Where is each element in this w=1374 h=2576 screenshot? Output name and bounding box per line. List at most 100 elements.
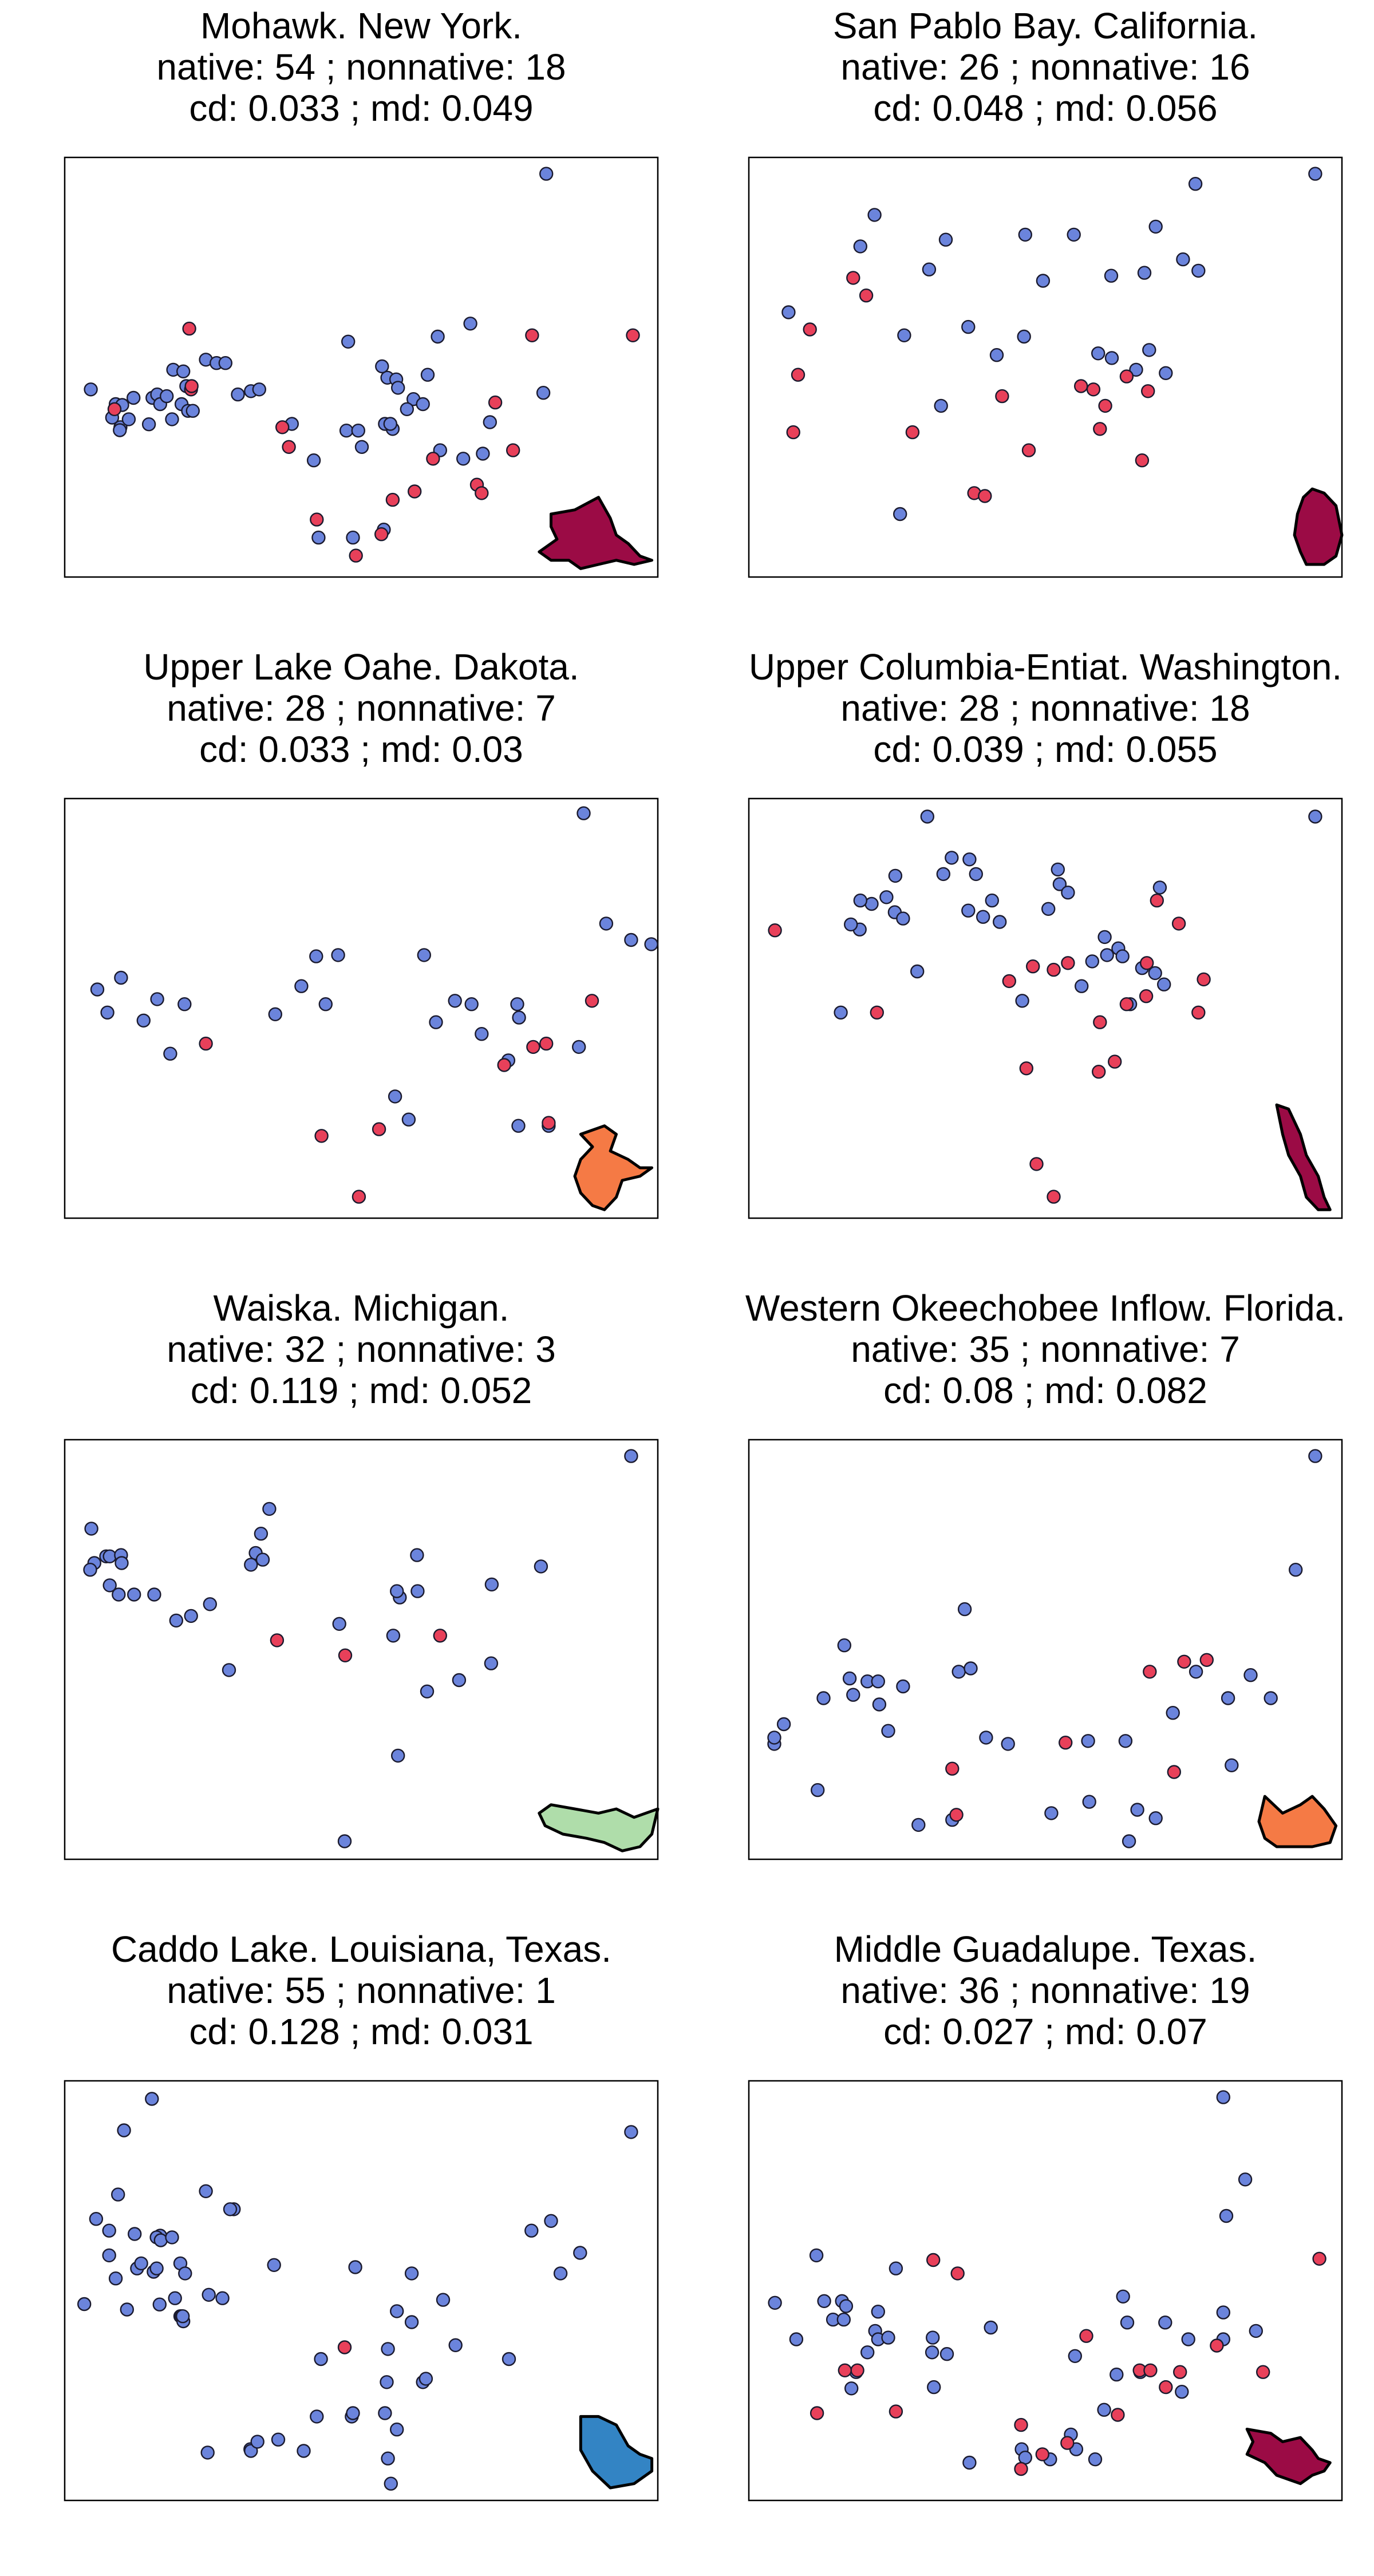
subplot-title: Caddo Lake. Louisiana, Texas.native: 55 … [111,1929,611,2052]
native-point [817,2294,831,2309]
native-point [624,933,638,947]
native-point [853,239,868,254]
native-point [404,2266,419,2281]
title-line-3: cd: 0.128 ; md: 0.031 [189,2011,533,2052]
nonnative-point [270,1633,285,1647]
nonnative-point [310,512,324,527]
native-point [121,412,136,426]
native-point [624,1449,638,1463]
native-point [117,2123,131,2138]
native-point [1129,362,1143,377]
native-point [231,387,245,402]
native-point [925,2345,939,2360]
nonnative-point [889,2404,903,2419]
native-point [1091,346,1105,361]
native-point [351,424,365,438]
subplot-title: San Pablo Bay. California.native: 26 ; n… [833,5,1258,129]
title-line-3: cd: 0.033 ; md: 0.049 [189,88,533,129]
native-point [809,2248,824,2263]
native-point [178,2266,192,2281]
native-point [922,262,937,276]
nonnative-point [1047,962,1061,977]
title-line-3: cd: 0.119 ; md: 0.052 [191,1370,532,1411]
native-point [1067,227,1081,242]
native-point [168,2291,182,2305]
native-point [390,2304,404,2318]
native-point [1017,329,1031,344]
native-point [378,2406,392,2420]
native-point [401,1112,416,1127]
native-point [390,2422,404,2437]
native-point [510,997,524,1012]
native-point [1018,227,1033,242]
native-point [420,1684,435,1699]
nonnative-point [1086,382,1101,397]
native-point [1148,219,1163,234]
native-point [577,806,591,820]
native-point [842,1671,857,1686]
native-point [837,1638,852,1653]
native-point [102,1578,117,1593]
native-point [215,2291,230,2305]
nonnative-point [526,1040,540,1054]
native-point [436,2293,451,2307]
title-line-1: Upper Columbia-Entiat. Washington. [749,646,1342,688]
native-point [222,1663,236,1677]
plot-frame [64,2080,659,2502]
native-point [1015,994,1029,1008]
native-point [463,317,477,331]
nonnative-point [314,1129,329,1143]
nonnative-point [525,328,539,342]
nonnative-point [945,1761,960,1776]
native-point [871,2304,886,2319]
native-point [939,2347,954,2361]
native-point [255,1552,270,1567]
native-point [420,368,435,382]
native-point [252,382,266,397]
nonnative-point [1150,893,1164,908]
native-point [250,2435,264,2449]
native-point [1001,1737,1015,1751]
native-point [84,382,98,397]
nonnative-point [282,440,296,454]
native-point [400,402,414,416]
nonnative-point [1079,2329,1093,2343]
native-point [150,992,164,1006]
native-point [871,1674,886,1689]
native-point [484,1656,499,1670]
native-point [185,404,200,418]
native-point [992,915,1007,929]
nonnative-point [1199,1653,1214,1668]
subplot-title: Upper Lake Oahe. Dakota.native: 28 ; non… [143,646,579,770]
native-point [1052,877,1067,891]
nonnative-point [1171,916,1186,931]
nonnative-point [107,402,122,416]
native-point [1081,1734,1095,1748]
native-point [218,356,232,370]
native-point [893,507,907,521]
nonnative-point [408,484,422,499]
native-point [1238,2172,1253,2187]
native-point [644,937,658,951]
native-point [152,2297,167,2312]
native-point [410,1584,425,1598]
nonnative-point [1135,453,1150,468]
native-point [391,1748,405,1763]
nonnative-point [352,1190,366,1204]
subplot-2: San Pablo Bay. California.native: 26 ; n… [748,5,1344,578]
nonnative-point [1139,956,1154,970]
nonnative-point [850,2363,864,2377]
native-point [776,1717,791,1732]
native-point [1221,1691,1235,1705]
plot-frame [748,156,1343,578]
native-point [410,1548,424,1562]
native-point [309,949,323,963]
native-point [512,1010,526,1025]
native-point [1088,2452,1103,2467]
title-line-2: native: 28 ; nonnative: 7 [167,688,556,729]
native-point [767,1730,781,1745]
native-point [448,994,462,1008]
native-point [1156,977,1171,991]
native-point [860,2345,875,2360]
watershed-shape [579,2415,654,2490]
